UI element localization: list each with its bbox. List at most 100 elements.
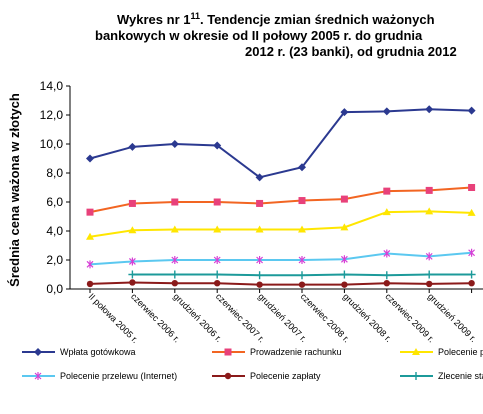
series-line (89, 108, 472, 179)
y-axis-label: Średnia cena ważona w złotych (7, 93, 22, 287)
series-line (89, 281, 472, 286)
data-point (86, 232, 94, 240)
data-point (213, 198, 221, 206)
series (86, 105, 476, 182)
data-point (256, 199, 264, 207)
data-point (128, 257, 136, 266)
data-point (340, 108, 349, 117)
series-line (89, 210, 472, 238)
data-point (467, 208, 476, 216)
legend-marker (412, 348, 420, 355)
data-point (298, 225, 306, 233)
series (128, 270, 476, 280)
data-point (170, 225, 179, 233)
data-point (340, 270, 349, 279)
data-point (256, 256, 264, 264)
series (86, 207, 476, 240)
data-point (170, 270, 179, 279)
series-line (89, 251, 472, 266)
data-point (383, 280, 390, 287)
data-point (171, 280, 178, 287)
data-point (170, 140, 179, 148)
data-point (425, 207, 434, 215)
data-point (467, 270, 476, 279)
data-point (171, 256, 179, 264)
data-point (86, 154, 94, 163)
legend-marker (34, 372, 42, 380)
y-tick-label: 10,0 (40, 137, 64, 151)
legend-item: Polecenie prz (400, 347, 483, 357)
legend-label: Polecenie prz (438, 347, 483, 357)
data-point (298, 163, 306, 172)
data-point (425, 270, 434, 279)
legend-marker (224, 372, 232, 380)
y-tick-label: 12,0 (40, 108, 64, 122)
data-point (255, 271, 264, 280)
data-point (129, 279, 136, 286)
data-point (340, 223, 349, 231)
y-tick-label: 4,0 (46, 224, 63, 238)
data-point (214, 280, 221, 287)
series (86, 279, 475, 288)
legend-marker (34, 348, 42, 356)
data-point (213, 270, 222, 279)
legend-item: Polecenie przelewu (Internet) (22, 371, 177, 381)
data-point (213, 141, 222, 150)
series (86, 184, 476, 216)
data-point (425, 105, 434, 114)
data-point (213, 256, 221, 264)
data-point (298, 271, 306, 280)
data-point (341, 281, 348, 288)
data-point (298, 281, 306, 288)
data-point (128, 142, 137, 151)
data-point (426, 280, 433, 288)
data-point (298, 197, 306, 205)
y-tick-label: 0,0 (46, 282, 63, 296)
data-point (86, 280, 94, 288)
y-tick-label: 2,0 (46, 253, 63, 267)
data-point (171, 198, 179, 206)
data-point (382, 208, 391, 216)
data-point (340, 195, 348, 203)
data-point (128, 270, 137, 279)
legend-label: Polecenie przelewu (Internet) (60, 371, 177, 381)
legend-item: Prowadzenie rachunku (212, 347, 342, 357)
chart-title-line: 2012 r. (23 banki), od grudnia 2012 (245, 44, 457, 59)
legend-marker (224, 348, 232, 356)
data-point (86, 260, 94, 269)
series (86, 248, 476, 269)
legend-label: Zlecenie stałe (438, 371, 483, 381)
chart-title: Wykres nr 111. Tendencje zmian średnich … (117, 11, 435, 27)
data-point (383, 187, 391, 195)
legend-marker (412, 372, 420, 380)
legend-label: Prowadzenie rachunku (250, 347, 342, 357)
data-point (468, 248, 476, 257)
data-point (468, 280, 475, 287)
data-point (256, 281, 263, 288)
data-point (128, 226, 137, 234)
data-point (298, 256, 306, 264)
data-point (425, 252, 433, 261)
data-point (255, 173, 264, 182)
chart-title-line: bankowych w okresie od II połowy 2005 r.… (95, 28, 423, 43)
data-point (255, 225, 264, 233)
data-point (86, 208, 94, 216)
legend-item: Polecenie zapłaty (212, 371, 321, 381)
data-point (128, 199, 136, 207)
data-point (340, 255, 348, 264)
data-point (468, 184, 476, 191)
data-point (383, 249, 391, 258)
series-line (89, 186, 472, 214)
data-point (467, 106, 476, 115)
y-tick-label: 14,0 (40, 79, 64, 93)
data-point (213, 225, 222, 233)
y-tick-label: 6,0 (46, 195, 63, 209)
legend-item: Zlecenie stałe (400, 371, 483, 381)
data-point (382, 107, 391, 116)
legend-item: Wpłata gotówkowa (22, 347, 136, 357)
y-tick-label: 8,0 (46, 166, 63, 180)
legend-label: Wpłata gotówkowa (60, 347, 136, 357)
data-point (382, 271, 391, 280)
data-point (425, 186, 433, 194)
